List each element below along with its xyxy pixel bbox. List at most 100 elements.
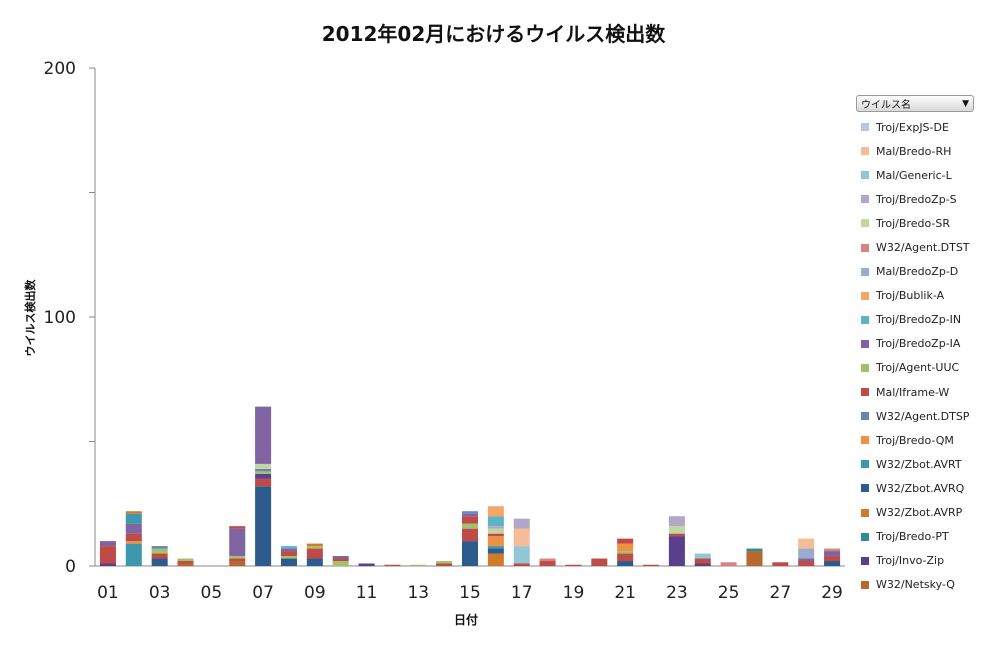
- legend-swatch: [861, 388, 869, 397]
- bar-segment: [229, 561, 246, 566]
- x-tick-label: 01: [97, 583, 119, 603]
- legend-item: Mal/Iframe-W: [856, 380, 974, 404]
- bar-segment: [487, 536, 504, 547]
- bar-segment: [487, 553, 504, 566]
- legend-label: Troj/BredoZp-IA: [876, 337, 961, 351]
- legend-swatch: [861, 339, 869, 348]
- bar-segment: [824, 561, 841, 566]
- legend: ウイルス名 ▼ Troj/ExpJS-DE Mal/Bredo-RH Mal/Gen…: [856, 95, 974, 597]
- x-tick-label: 15: [459, 583, 481, 603]
- bar-segment: [358, 563, 375, 566]
- y-axis-title: ウイルス検出数: [24, 279, 37, 357]
- chart-title: 2012年02月におけるウイルス検出数: [321, 22, 666, 46]
- bar-segment: [306, 543, 323, 547]
- bar-segment: [720, 562, 737, 566]
- legend-label: Troj/Bredo-SR: [876, 216, 950, 230]
- legend-swatch: [861, 412, 869, 421]
- legend-swatch: [861, 243, 869, 252]
- legend-swatch: [861, 147, 869, 156]
- bar-segment: [487, 533, 504, 537]
- bar-segment: [617, 543, 634, 552]
- legend-swatch: [861, 460, 869, 469]
- bar-segment: [332, 558, 349, 562]
- bar-segment: [668, 536, 685, 566]
- y-tick-label: 0: [65, 557, 76, 577]
- legend-label: W32/Zbot.AVRT: [876, 457, 962, 471]
- bar-segment: [461, 523, 479, 529]
- bar-segment: [255, 468, 272, 472]
- bar-segment: [487, 506, 504, 517]
- bar-segment: [280, 548, 297, 552]
- bar-segment: [746, 551, 763, 566]
- legend-label: Mal/BredoZp-D: [876, 265, 959, 279]
- legend-label: Mal/Iframe-W: [876, 385, 950, 399]
- bar-segment: [125, 533, 142, 542]
- y-tick-label: 200: [44, 59, 76, 79]
- legend-filter-dropdown[interactable]: ウイルス名 ▼: [856, 95, 974, 112]
- bar-segment: [798, 561, 815, 566]
- legend-item: Troj/BredoZp-IA: [856, 332, 974, 356]
- bar-segment: [280, 558, 297, 566]
- bar-segment: [306, 558, 323, 566]
- x-tick-label: 21: [614, 583, 636, 603]
- bar-segment: [151, 548, 168, 554]
- bar-segment: [539, 561, 556, 566]
- legend-label: W32/Zbot.AVRP: [876, 506, 963, 520]
- bar-segment: [539, 558, 556, 562]
- x-tick-label: 11: [356, 583, 378, 603]
- chevron-down-icon: ▼: [962, 98, 969, 109]
- bar-segment: [280, 551, 297, 557]
- bar-segment: [99, 563, 116, 566]
- bar-segment: [410, 564, 427, 566]
- bar-segment: [487, 516, 504, 527]
- bar-segment: [513, 528, 530, 547]
- x-tick-label: 05: [201, 583, 223, 603]
- legend-item: Troj/Bublik-A: [856, 284, 974, 308]
- bar-segment: [125, 541, 142, 544]
- legend-label: W32/Agent.DTST: [876, 241, 970, 255]
- x-tick-label: 17: [511, 583, 533, 603]
- x-tick-label: 09: [304, 583, 326, 603]
- bar-segment: [99, 546, 116, 564]
- legend-label: Troj/Bublik-A: [876, 289, 945, 303]
- x-tick-label: 19: [563, 583, 585, 603]
- bar-segment: [513, 563, 530, 566]
- bar-segment: [746, 548, 763, 552]
- bar-segment: [177, 563, 194, 566]
- legend-swatch: [861, 532, 869, 541]
- bar-segment: [306, 548, 323, 559]
- x-tick-label: 13: [407, 583, 429, 603]
- x-tick-label: 29: [821, 583, 843, 603]
- bar-segment: [772, 562, 789, 566]
- bar-segment: [798, 548, 815, 559]
- bar-segment: [306, 546, 323, 549]
- bar-segment: [99, 541, 116, 547]
- legend-swatch: [861, 484, 869, 493]
- legend-item: Troj/BredoZp-IN: [856, 308, 974, 332]
- legend-header-label: ウイルス名: [861, 100, 911, 111]
- bar-segment: [229, 558, 246, 562]
- bars: [99, 406, 841, 566]
- y-axis: [89, 67, 96, 567]
- bar-segment: [332, 561, 349, 566]
- bar-segment: [229, 526, 246, 529]
- bar-segment: [384, 564, 401, 566]
- legend-swatch: [861, 291, 869, 300]
- bar-segment: [694, 563, 711, 566]
- legend-label: Troj/Bredo-PT: [876, 530, 949, 544]
- bar-segment: [617, 538, 634, 544]
- bar-segment: [798, 558, 815, 562]
- bar-segment: [668, 526, 685, 534]
- legend-item: Mal/Generic-L: [856, 163, 974, 187]
- legend-label: Troj/ExpJS-DE: [876, 120, 949, 134]
- bar-segment: [255, 471, 272, 474]
- bar-segment: [177, 558, 194, 562]
- bar-segment: [487, 526, 504, 529]
- legend-label: W32/Agent.DTSP: [876, 409, 970, 423]
- bar-segment: [151, 558, 168, 566]
- legend-swatch: [861, 556, 869, 565]
- bar-segment: [668, 516, 685, 527]
- legend-items: Troj/ExpJS-DE Mal/Bredo-RH Mal/Generic-L Tr…: [856, 115, 974, 597]
- x-tick-label: 27: [770, 583, 792, 603]
